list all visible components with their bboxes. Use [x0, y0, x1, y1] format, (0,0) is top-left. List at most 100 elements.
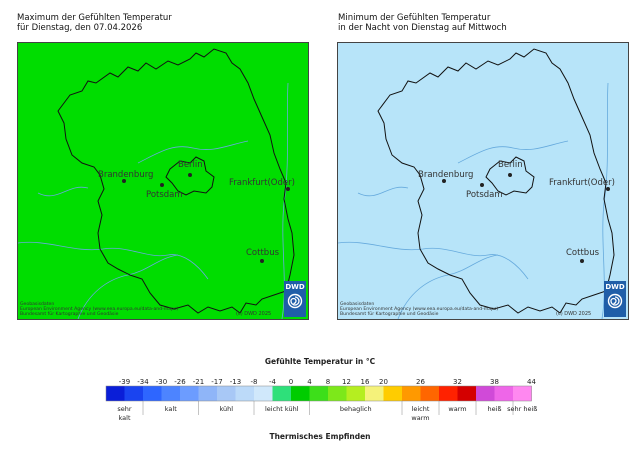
map-title-line1: Minimum der Gefühlten Temperatur [338, 13, 491, 23]
river-spree [457, 140, 569, 164]
legend-swatch [124, 386, 144, 401]
legend-tick-label: 38 [490, 378, 499, 386]
legend-swatch [106, 386, 125, 401]
legend-tick-label: -21 [193, 378, 204, 386]
dwd-logo: DWD [604, 281, 626, 317]
river-elbe [338, 241, 529, 280]
city-label-frankfurt: Frankfurt(Oder) [549, 178, 615, 188]
legend-tick-label: 12 [342, 378, 351, 386]
legend-swatch [217, 386, 236, 401]
river-havel [77, 254, 179, 319]
city-marker-frankfurt [606, 187, 610, 191]
map-min: Berlin Potsdam Brandenburg Frankfurt(Ode… [337, 42, 629, 320]
river-havel [397, 254, 499, 319]
legend-frame [105, 385, 532, 402]
legend-swatch [291, 386, 310, 401]
city-label-frankfurt: Frankfurt(Oder) [229, 178, 295, 188]
city-marker-brandenburg [122, 179, 126, 183]
credit-line: European Environment Agency (www.eea.eur… [20, 307, 179, 312]
dwd-logo-text: DWD [285, 283, 305, 291]
legend-category-label: leicht kühl [265, 405, 299, 413]
legend-swatch [161, 386, 181, 401]
map-background [18, 43, 308, 319]
legend-tick-label: 44 [527, 378, 536, 386]
legend-tick-label: 4 [307, 378, 312, 386]
legend-swatch [457, 386, 477, 401]
legend-swatch [494, 386, 514, 401]
map-canvas: Berlin Potsdam Brandenburg Frankfurt(Ode… [338, 43, 628, 319]
legend-swatch [420, 386, 440, 401]
credit-line: Bundesamt für Kartographie und Geodäsie [20, 312, 119, 317]
river-small [357, 186, 409, 197]
legend-category-label: kühl [219, 405, 233, 413]
legend-tick-label: -26 [174, 378, 186, 386]
credit-line: Bundesamt für Kartographie und Geodäsie [340, 312, 439, 317]
map-max: Berlin Potsdam Brandenburg Frankfurt(Ode… [17, 42, 309, 320]
city-label-berlin: Berlin [178, 160, 203, 170]
legend-swatch [365, 386, 384, 401]
legend-title: Gefühlte Temperatur in °C [264, 357, 376, 366]
legend-footer: Thermisches Empfinden [269, 432, 371, 441]
legend-tick-label: -4 [269, 378, 277, 386]
legend-swatch [402, 386, 421, 401]
dwd-logo-text: DWD [605, 283, 625, 291]
legend-swatch [476, 386, 495, 401]
state-border-brandenburg [377, 48, 615, 314]
legend-category-label: warm [448, 405, 466, 413]
city-marker-brandenburg [442, 179, 446, 183]
legend-swatch [439, 386, 458, 401]
city-marker-berlin [508, 173, 512, 177]
dwd-logo: DWD [284, 281, 306, 317]
legend-tick-label: 32 [453, 378, 462, 386]
legend-swatch [198, 386, 218, 401]
legend-tick-label: -17 [211, 378, 222, 386]
map-credit: Geobasisdaten European Environment Agenc… [340, 302, 498, 317]
river-elbe [18, 241, 209, 280]
state-border-brandenburg [57, 48, 295, 314]
river-spree [137, 140, 249, 164]
legend-swatch [235, 386, 255, 401]
legend-category-label: sehr [117, 405, 132, 413]
legend-tick-label: -34 [137, 378, 149, 386]
legend-tick-label: 0 [289, 378, 293, 386]
legend-category-label: behaglich [340, 405, 372, 413]
legend-category-label: sehr heiß [507, 405, 537, 413]
legend-swatch [254, 386, 273, 401]
city-label-potsdam: Potsdam [146, 190, 183, 200]
state-border-berlin [165, 156, 215, 196]
map-title-line2: in der Nacht von Dienstag auf Mittwoch [338, 23, 507, 33]
legend-category-label: kalt [165, 405, 177, 413]
map-title-max: Maximum der Gefühlten Temperatur für Die… [17, 13, 172, 33]
credit-line: European Environment Agency (www.eea.eur… [340, 307, 499, 312]
city-marker-cottbus [260, 259, 264, 263]
spiral-icon [287, 293, 303, 309]
city-label-cottbus: Cottbus [566, 248, 600, 258]
state-border-berlin [485, 156, 535, 196]
map-credit: Geobasisdaten European Environment Agenc… [20, 302, 178, 317]
legend-swatch [346, 386, 366, 401]
city-marker-cottbus [580, 259, 584, 263]
legend-category-label: leicht [412, 405, 430, 413]
city-label-brandenburg: Brandenburg [98, 170, 153, 180]
map-canvas: Berlin Potsdam Brandenburg Frankfurt(Ode… [18, 43, 308, 319]
city-label-brandenburg: Brandenburg [418, 170, 473, 180]
credit-line: Geobasisdaten [20, 302, 55, 307]
legend-tick-label: 20 [379, 378, 388, 386]
legend-tick-label: 16 [361, 378, 370, 386]
legend-tick-label: 8 [326, 378, 330, 386]
legend-scale: -39 -34 -30 -26 -21 -17 -13 -8 -4 0 4 8 12 16 20 26 32 38… [105, 378, 537, 422]
legend-swatch [272, 386, 292, 401]
spiral-icon [607, 293, 623, 309]
credit-line: Geobasisdaten [340, 302, 375, 307]
map-title-min: Minimum der Gefühlten Temperatur in der … [338, 13, 507, 33]
city-marker-frankfurt [286, 187, 290, 191]
legend-swatch [143, 386, 162, 401]
legend-category-label: kalt [119, 414, 131, 422]
legend-tick-label: 26 [416, 378, 425, 386]
legend-category-label: warm [411, 414, 429, 422]
city-marker-berlin [188, 173, 192, 177]
city-label-berlin: Berlin [498, 160, 523, 170]
legend-swatch [180, 386, 199, 401]
map-copyright: (c) DWD 2025 [236, 311, 272, 317]
river-small [37, 186, 89, 197]
